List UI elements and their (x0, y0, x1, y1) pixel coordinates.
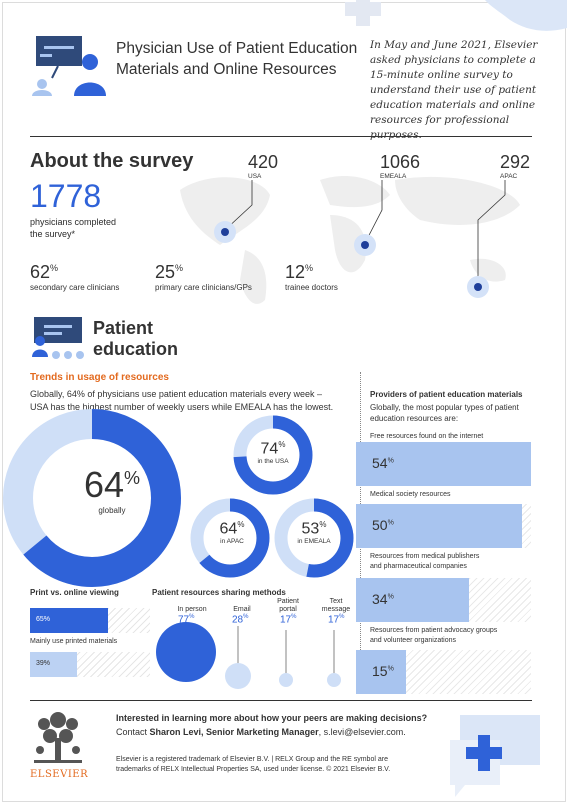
provider-label-advocacy: Resources from patient advocacy groups an… (370, 627, 498, 644)
total-physicians: 1778 (30, 178, 102, 214)
survey-heading: About the survey (30, 150, 194, 172)
share-value-portal: 17% (280, 614, 297, 626)
provider-bar-fill (356, 650, 406, 694)
intro-text: In May and June 2021, Elsevier asked phy… (370, 39, 538, 141)
world-map (180, 175, 520, 304)
provider-bar-internet: 54% (356, 442, 531, 486)
donut-global-label: 64% globally (83, 464, 141, 515)
sharing-bubbles (156, 622, 341, 689)
provider-label-publishers: Resources from medical publishers and pha… (370, 553, 480, 570)
page-title: Physician Use of Patient Education Mater… (116, 40, 358, 78)
region-usa: 420 USA (248, 152, 279, 180)
print-bar-fill (30, 652, 77, 677)
share-value-in-person: 77% (178, 614, 195, 626)
trademark-text: Elsevier is a registered trademark of El… (116, 756, 391, 773)
donut-apac-label: 64% in APAC (219, 520, 245, 546)
share-label-portal: Patient portal (277, 598, 299, 613)
provider-bar-fill (356, 442, 531, 486)
presenter-icon (32, 36, 106, 96)
classroom-icon (32, 317, 84, 359)
region-apac: 292 APAC (500, 152, 531, 180)
footer-contact: Contact Sharon Levi, Senior Marketing Ma… (116, 727, 406, 737)
group-trainee: 12% trainee doctors (285, 262, 338, 292)
donut-usa-label: 74% in the USA (257, 440, 289, 466)
trends-title: Trends in usage of resources (30, 372, 169, 383)
share-label-text: Text message (321, 598, 351, 613)
divider (30, 136, 532, 137)
contact-email-link[interactable]: , s.levi@elsevier.com. (318, 727, 406, 737)
total-label: physicians completed the survey* (30, 217, 117, 239)
group-secondary: 62% secondary care clinicians (30, 262, 120, 292)
region-emeala: 1066 EMEALA (380, 152, 421, 180)
provider-bar-advocacy: 15% (356, 650, 531, 694)
print-online-title: Print vs. online viewing (30, 588, 119, 597)
provider-bar-medical-society: 50% (356, 504, 531, 548)
share-label-in-person: In person (177, 606, 207, 613)
print-label: Mainly use printed materials (30, 638, 118, 645)
provider-bar-fill (356, 504, 523, 548)
group-primary: 25% primary care clinicians/GPs (155, 262, 252, 292)
patient-education-heading: Patient education (93, 318, 179, 359)
online-bar: 65% (30, 608, 150, 633)
provider-label-internet: Free resources found on the internet (370, 433, 484, 440)
bubble-email (225, 663, 251, 689)
trends-text: Globally, 64% of physicians use patient … (30, 389, 334, 412)
print-bar: 39% (30, 652, 150, 677)
online-value: 65% (36, 616, 51, 623)
bubble-text (327, 673, 341, 687)
providers-subtitle: Globally, the most popular types of pati… (370, 403, 519, 423)
print-value: 39% (36, 660, 51, 667)
bubble-in-person (156, 622, 216, 682)
elsevier-logo-text: ELSEVIER (30, 769, 89, 780)
sharing-title: Patient resources sharing methods (152, 588, 286, 597)
provider-bar-fill (356, 578, 470, 622)
region-pointers (214, 180, 506, 298)
footer-divider (30, 700, 532, 701)
provider-bar-publishers: 34% (356, 578, 531, 622)
chat-plus-icon (450, 715, 540, 797)
bubble-portal (279, 673, 293, 687)
footer-question: Interested in learning more about how yo… (116, 713, 428, 723)
providers-title: Providers of patient education materials (370, 390, 523, 399)
online-bar-fill (30, 608, 108, 633)
decorative-shapes (345, 0, 567, 31)
share-value-email: 28% (232, 614, 249, 626)
share-value-text: 17% (328, 614, 345, 626)
donut-emeala-label: 53% in EMEALA (297, 520, 331, 546)
share-label-email: Email (233, 606, 251, 613)
elsevier-tree-logo (30, 710, 86, 766)
provider-label-medical-society: Medical society resources (370, 491, 451, 498)
